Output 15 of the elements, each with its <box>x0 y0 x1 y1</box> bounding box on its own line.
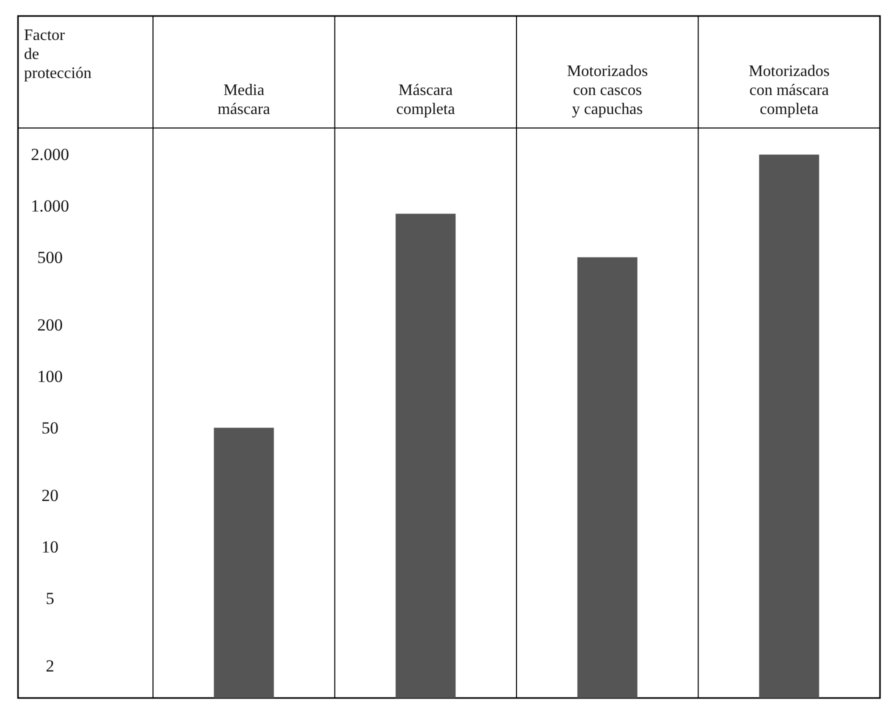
y-tick-label: 100 <box>37 366 63 386</box>
y-axis-title: Factor de protección <box>24 27 92 82</box>
x-tick-label: Máscara completa <box>396 82 455 118</box>
y-tick-label: 500 <box>37 248 63 267</box>
y-tick-label: 20 <box>42 486 58 506</box>
x-tick-label: Media máscara <box>218 82 270 118</box>
y-tick-label: 1.000 <box>30 196 70 216</box>
y-tick-label: 200 <box>37 316 63 335</box>
y-tick-label: 10 <box>42 537 58 556</box>
y-tick-label: 50 <box>42 418 58 438</box>
y-tick-label: 5 <box>46 588 54 608</box>
x-tick-label: Motorizados con cascos y capuchas <box>566 63 648 118</box>
x-tick-label: Motorizados con máscara completa <box>748 63 830 118</box>
y-tick-label: 2 <box>46 656 54 676</box>
y-tick-label: 2.000 <box>30 145 70 164</box>
